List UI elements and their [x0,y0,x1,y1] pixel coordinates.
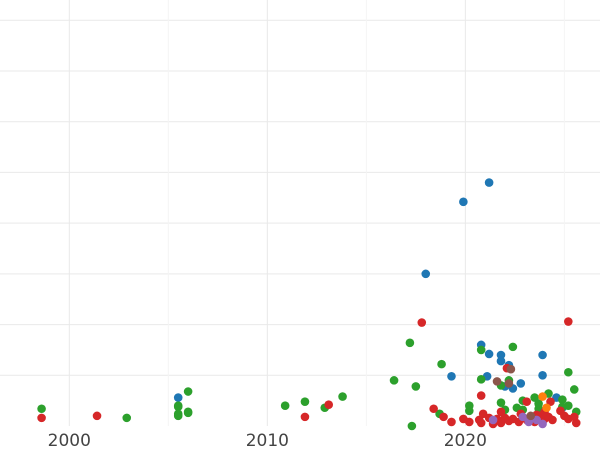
data-point [183,408,193,418]
data-point [429,404,438,414]
data-point [476,345,486,355]
data-point [504,379,514,388]
data-point [548,415,557,425]
data-point [411,382,421,391]
data-point [522,397,532,406]
data-point [546,397,555,406]
data-point [183,387,193,396]
data-point [564,367,573,377]
data-point [530,393,539,402]
data-point [465,401,474,411]
data-point [439,412,448,422]
data-point [564,317,573,326]
data-point [280,401,290,411]
data-point [437,359,446,369]
data-point [556,406,565,416]
data-point [300,412,310,422]
x-tick-label: 2020 [444,431,487,450]
data-point [496,407,506,417]
data-point [476,391,486,400]
data-point [569,385,579,394]
data-point [558,395,567,404]
data-point [407,421,417,431]
data-point [542,403,551,413]
data-point [389,376,399,385]
series-4 [538,392,551,413]
x-tick-label: 2010 [246,431,289,450]
data-point [338,392,347,401]
data-point [516,379,526,388]
data-point [488,415,498,425]
data-points [37,178,581,431]
data-point [173,393,183,402]
series-5 [492,364,535,421]
x-axis-tick-labels: 2000 2010 2020 [48,431,487,450]
data-point [506,364,516,374]
data-point [496,350,506,360]
data-point [564,401,573,411]
data-point [37,413,46,423]
data-point [476,418,486,428]
data-point [484,349,494,359]
data-point [447,417,456,427]
data-point [538,370,547,380]
data-point [492,377,502,386]
data-point [173,411,183,421]
data-point [518,412,528,422]
data-point [526,411,535,421]
x-tick-label: 2000 [48,431,91,450]
data-point [484,178,494,187]
data-point [122,413,132,423]
data-point [324,400,334,410]
data-point [465,417,474,427]
series-2 [37,317,581,429]
data-point [508,342,518,352]
data-point [512,403,522,413]
data-point [476,375,486,384]
grid [0,0,600,426]
data-point [571,418,581,428]
data-point [496,398,506,407]
data-point [92,411,102,421]
data-point [405,338,415,348]
data-point [300,397,310,406]
data-point [421,269,431,279]
data-point [417,318,427,327]
data-point [447,372,456,381]
data-point [538,350,547,360]
data-point [459,197,468,207]
data-point [538,392,547,401]
data-point [37,404,46,414]
data-point [173,401,183,411]
data-point [496,356,506,366]
